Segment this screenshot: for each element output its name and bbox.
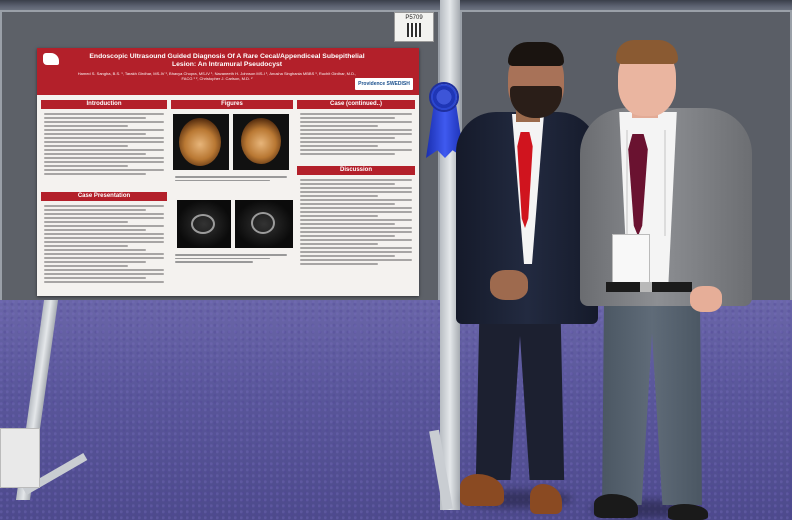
section-heading-figures: Figures <box>171 100 293 109</box>
figure-caption <box>175 252 287 265</box>
brown-shoe <box>530 484 562 514</box>
sponsor-badge: Providence SWEDISH <box>355 78 413 90</box>
column-introduction: Introduction <box>41 100 167 179</box>
red-tie <box>517 132 533 228</box>
column-discussion: Discussion <box>297 166 415 269</box>
clasped-hands <box>490 270 528 300</box>
poster-header: Endoscopic Ultrasound Guided Diagnosis O… <box>37 48 419 95</box>
figure-caption <box>175 174 287 183</box>
hand-in-pocket <box>690 286 722 312</box>
maroon-tie <box>628 134 648 236</box>
board-number: P5709 <box>405 15 423 21</box>
black-shoe <box>668 504 708 520</box>
university-logo-icon <box>43 53 73 83</box>
name-badge <box>612 234 650 286</box>
section-heading-discussion: Discussion <box>297 166 415 175</box>
ultrasound-image <box>177 200 231 248</box>
column-case-presentation: Case Presentation <box>41 192 167 287</box>
hair <box>616 40 678 64</box>
poster-title: Endoscopic Ultrasound Guided Diagnosis O… <box>89 53 365 68</box>
lanyard <box>664 130 666 236</box>
research-poster: Endoscopic Ultrasound Guided Diagnosis O… <box>37 48 419 296</box>
white-boxes <box>0 428 40 488</box>
ultrasound-image <box>235 200 293 248</box>
section-heading-introduction: Introduction <box>41 100 167 109</box>
endoscopy-image <box>173 114 229 170</box>
poster-authors: Hamed S. Sangha, B.S. ¹, Tarakh Girdhar,… <box>77 71 357 81</box>
column-case-continued: Case (continued..) <box>297 100 415 159</box>
section-heading-case-continued: Case (continued..) <box>297 100 415 109</box>
lanyard <box>626 130 628 236</box>
board-number-sign: P5709 <box>394 12 434 42</box>
qr-code-icon <box>407 23 421 37</box>
section-heading-case-presentation: Case Presentation <box>41 192 167 201</box>
black-shoe <box>594 494 638 518</box>
endoscopy-image <box>233 114 289 170</box>
belt-buckle <box>640 282 652 292</box>
column-figures: Figures <box>171 100 293 109</box>
award-ribbon-icon <box>431 84 457 110</box>
brown-shoe <box>460 474 504 506</box>
hair <box>508 42 564 66</box>
